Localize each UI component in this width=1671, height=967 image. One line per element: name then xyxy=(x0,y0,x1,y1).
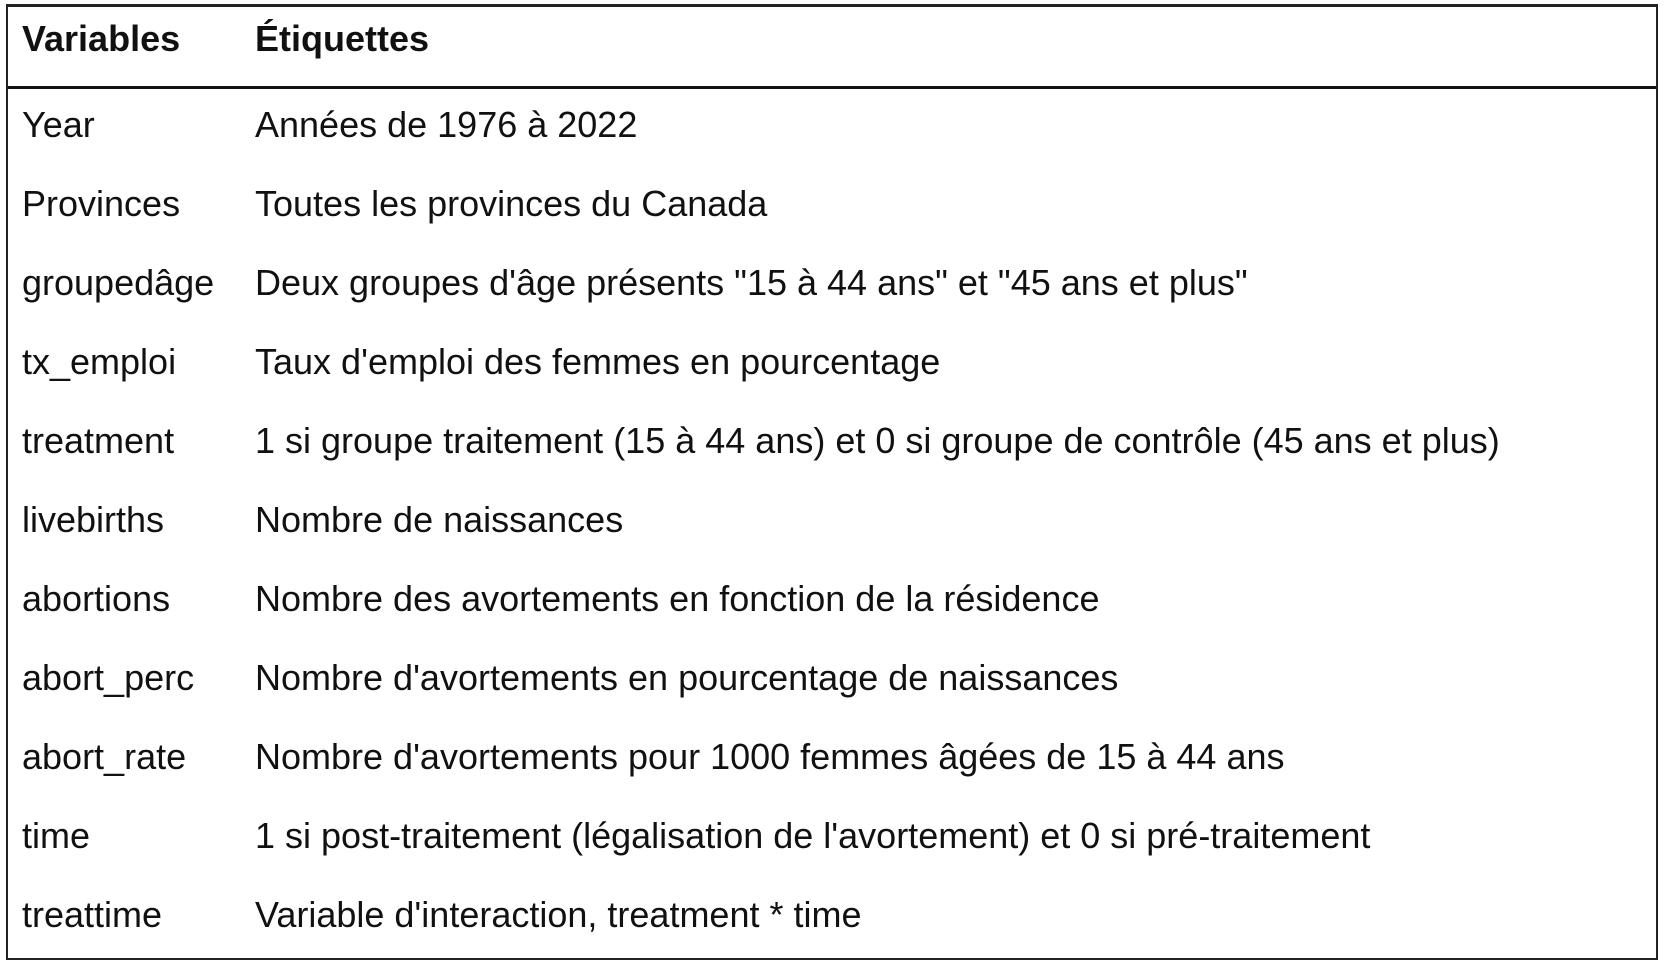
table-row: Year Années de 1976 à 2022 xyxy=(8,93,1656,172)
table-row: abort_perc Nombre d'avortements en pourc… xyxy=(8,646,1656,725)
table-row: Provinces Toutes les provinces du Canada xyxy=(8,172,1656,251)
variables-table: Variables Étiquettes Year Années de 1976… xyxy=(6,4,1658,960)
table-row: abort_rate Nombre d'avortements pour 100… xyxy=(8,725,1656,804)
label-cell: Années de 1976 à 2022 xyxy=(255,104,638,145)
variable-cell: abort_perc xyxy=(22,657,195,698)
variable-cell: Provinces xyxy=(22,183,181,224)
variable-cell: tx_emploi xyxy=(22,341,177,382)
label-cell: Taux d'emploi des femmes en pourcentage xyxy=(255,341,941,382)
variable-cell: treatment xyxy=(22,420,175,461)
variable-cell: Year xyxy=(22,104,95,145)
label-cell: 1 si post-traitement (légalisation de l'… xyxy=(255,815,1371,856)
table-row: treattime Variable d'interaction, treatm… xyxy=(8,883,1656,962)
label-cell: Nombre de naissances xyxy=(255,499,624,540)
header-variables: Variables xyxy=(22,18,181,59)
table-header-row: Variables Étiquettes xyxy=(8,7,1656,89)
table-row: treatment 1 si groupe traitement (15 à 4… xyxy=(8,409,1656,488)
table-row: livebirths Nombre de naissances xyxy=(8,488,1656,567)
variable-cell: treattime xyxy=(22,894,163,935)
variable-cell: time xyxy=(22,815,91,856)
variable-cell: livebirths xyxy=(22,499,165,540)
label-cell: Variable d'interaction, treatment * time xyxy=(255,894,862,935)
table-row: time 1 si post-traitement (légalisation … xyxy=(8,804,1656,883)
label-cell: 1 si groupe traitement (15 à 44 ans) et … xyxy=(255,420,1500,461)
variable-cell: groupedâge xyxy=(22,262,215,303)
table-row: tx_emploi Taux d'emploi des femmes en po… xyxy=(8,330,1656,409)
table-body: Year Années de 1976 à 2022 Provinces Tou… xyxy=(8,93,1656,962)
header-etiquettes: Étiquettes xyxy=(255,18,430,59)
variable-cell: abortions xyxy=(22,578,171,619)
variable-cell: abort_rate xyxy=(22,736,187,777)
table-row: groupedâge Deux groupes d'âge présents "… xyxy=(8,251,1656,330)
table-row: abortions Nombre des avortements en fonc… xyxy=(8,567,1656,646)
label-cell: Toutes les provinces du Canada xyxy=(255,183,768,224)
label-cell: Nombre d'avortements pour 1000 femmes âg… xyxy=(255,736,1285,777)
label-cell: Nombre des avortements en fonction de la… xyxy=(255,578,1100,619)
label-cell: Deux groupes d'âge présents "15 à 44 ans… xyxy=(255,262,1248,303)
label-cell: Nombre d'avortements en pourcentage de n… xyxy=(255,657,1119,698)
